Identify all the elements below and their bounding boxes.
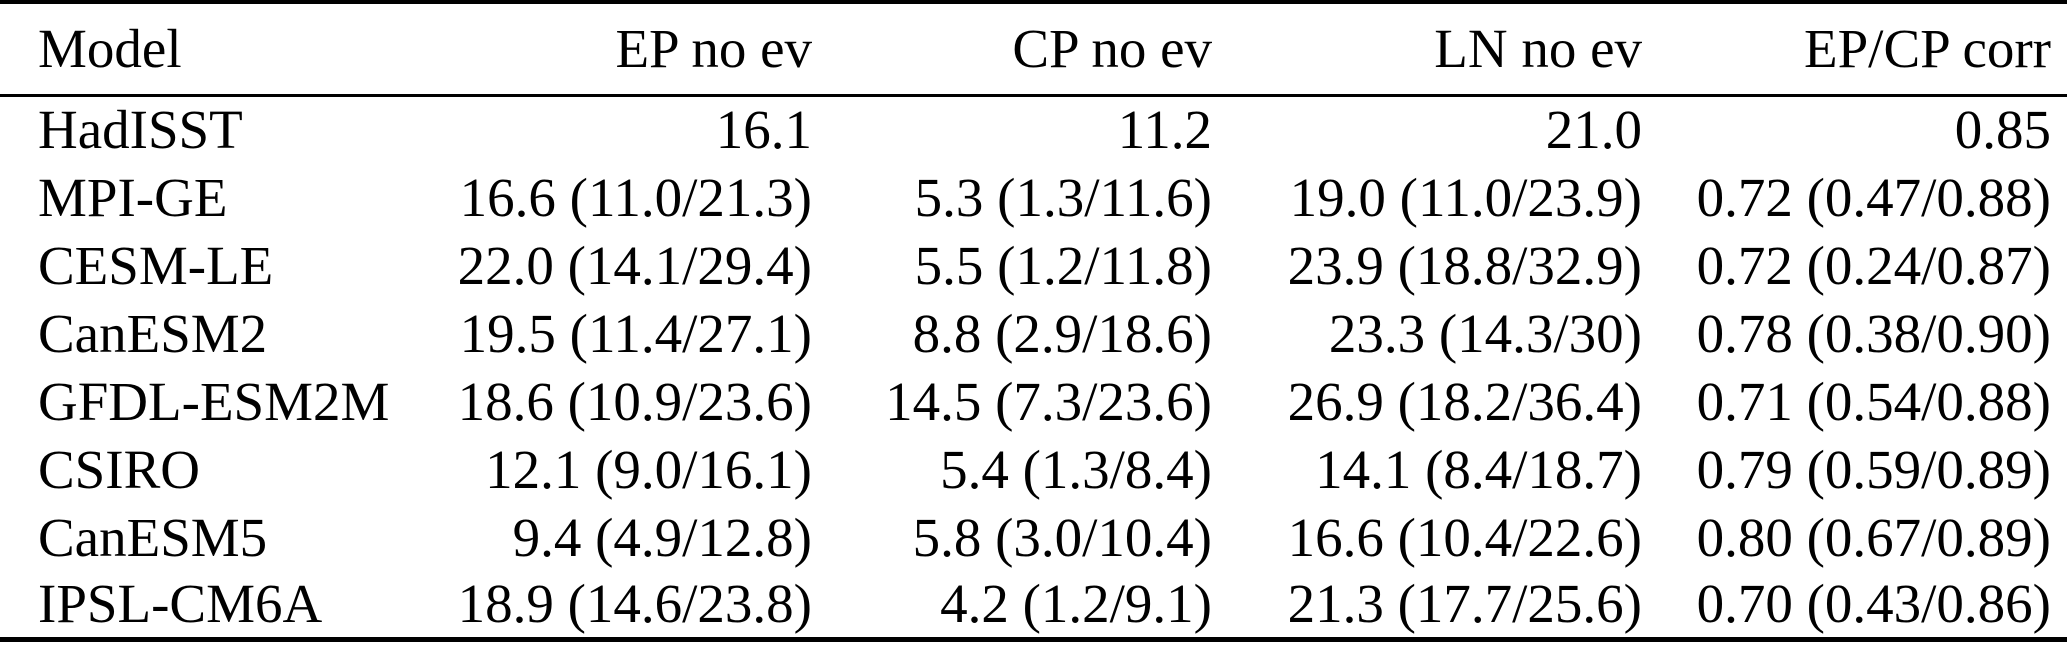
header-row: Model EP no ev CP no ev LN no ev EP/CP c… <box>0 2 2067 95</box>
cell-ep-cp-corr: 0.79 (0.59/0.89) <box>1696 438 2051 500</box>
cell-ln-no-ev: 23.9 (18.8/32.9) <box>1287 234 1642 296</box>
cell-ep-cp-corr: 0.85 <box>1954 99 2051 161</box>
cell-cp-no-ev: 4.2 (1.2/9.1) <box>940 573 1212 635</box>
cell-ep-cp-corr: 0.72 (0.47/0.88) <box>1696 166 2051 228</box>
cell-model: HadISST <box>38 99 243 161</box>
table-row: CESM-LE 22.0 (14.1/29.4) 5.5 (1.2/11.8) … <box>0 231 2067 299</box>
col-header-ep-cp-corr: EP/CP corr <box>1804 18 2051 80</box>
cell-ep-cp-corr: 0.70 (0.43/0.86) <box>1696 573 2051 635</box>
table-row: GFDL-ESM2M 18.6 (10.9/23.6) 14.5 (7.3/23… <box>0 367 2067 435</box>
cell-cp-no-ev: 14.5 (7.3/23.6) <box>885 370 1212 432</box>
cell-model: GFDL-ESM2M <box>38 370 390 432</box>
cell-ln-no-ev: 26.9 (18.2/36.4) <box>1287 370 1642 432</box>
cell-ep-no-ev: 18.9 (14.6/23.8) <box>457 573 812 635</box>
cell-model: CESM-LE <box>38 234 274 296</box>
cell-ln-no-ev: 16.6 (10.4/22.6) <box>1287 506 1642 568</box>
table-row: CanESM2 19.5 (11.4/27.1) 8.8 (2.9/18.6) … <box>0 299 2067 367</box>
cell-ln-no-ev: 14.1 (8.4/18.7) <box>1315 438 1642 500</box>
col-header-ln-no-ev: LN no ev <box>1434 18 1642 80</box>
cell-cp-no-ev: 11.2 <box>1117 99 1212 161</box>
cell-ep-cp-corr: 0.80 (0.67/0.89) <box>1696 506 2051 568</box>
cell-ep-cp-corr: 0.72 (0.24/0.87) <box>1696 234 2051 296</box>
model-statistics-table: Model EP no ev CP no ev LN no ev EP/CP c… <box>0 0 2067 642</box>
table-row: MPI-GE 16.6 (11.0/21.3) 5.3 (1.3/11.6) 1… <box>0 163 2067 231</box>
cell-cp-no-ev: 5.3 (1.3/11.6) <box>914 166 1212 228</box>
table-header: Model EP no ev CP no ev LN no ev EP/CP c… <box>0 2 2067 95</box>
cell-ln-no-ev: 23.3 (14.3/30) <box>1328 302 1642 364</box>
col-header-ep-no-ev: EP no ev <box>615 18 812 80</box>
cell-cp-no-ev: 5.8 (3.0/10.4) <box>912 506 1212 568</box>
cell-ln-no-ev: 21.0 <box>1545 99 1642 161</box>
cell-ln-no-ev: 21.3 (17.7/25.6) <box>1287 573 1642 635</box>
cell-model: CanESM5 <box>38 506 268 568</box>
cell-model: IPSL-CM6A <box>38 573 323 635</box>
col-header-model: Model <box>38 18 182 80</box>
cell-ep-no-ev: 19.5 (11.4/27.1) <box>459 302 812 364</box>
cell-ep-cp-corr: 0.78 (0.38/0.90) <box>1696 302 2051 364</box>
cell-cp-no-ev: 5.4 (1.3/8.4) <box>940 438 1212 500</box>
table-body: HadISST 16.1 11.2 21.0 0.85 MPI-GE 16.6 … <box>0 95 2067 639</box>
cell-model: MPI-GE <box>38 166 228 228</box>
table-row: CSIRO 12.1 (9.0/16.1) 5.4 (1.3/8.4) 14.1… <box>0 435 2067 503</box>
cell-ep-no-ev: 22.0 (14.1/29.4) <box>457 234 812 296</box>
cell-model: CSIRO <box>38 438 200 500</box>
cell-cp-no-ev: 5.5 (1.2/11.8) <box>914 234 1212 296</box>
cell-model: CanESM2 <box>38 302 268 364</box>
table-row: IPSL-CM6A 18.9 (14.6/23.8) 4.2 (1.2/9.1)… <box>0 571 2067 639</box>
cell-ep-no-ev: 12.1 (9.0/16.1) <box>485 438 812 500</box>
cell-ep-no-ev: 18.6 (10.9/23.6) <box>457 370 812 432</box>
cell-ln-no-ev: 19.0 (11.0/23.9) <box>1289 166 1642 228</box>
cell-ep-no-ev: 16.6 (11.0/21.3) <box>459 166 812 228</box>
cell-cp-no-ev: 8.8 (2.9/18.6) <box>912 302 1212 364</box>
cell-ep-no-ev: 16.1 <box>715 99 812 161</box>
cell-ep-cp-corr: 0.71 (0.54/0.88) <box>1696 370 2051 432</box>
table-row: HadISST 16.1 11.2 21.0 0.85 <box>0 95 2067 163</box>
col-header-cp-no-ev: CP no ev <box>1012 18 1212 80</box>
table-row: CanESM5 9.4 (4.9/12.8) 5.8 (3.0/10.4) 16… <box>0 503 2067 571</box>
cell-ep-no-ev: 9.4 (4.9/12.8) <box>512 506 812 568</box>
